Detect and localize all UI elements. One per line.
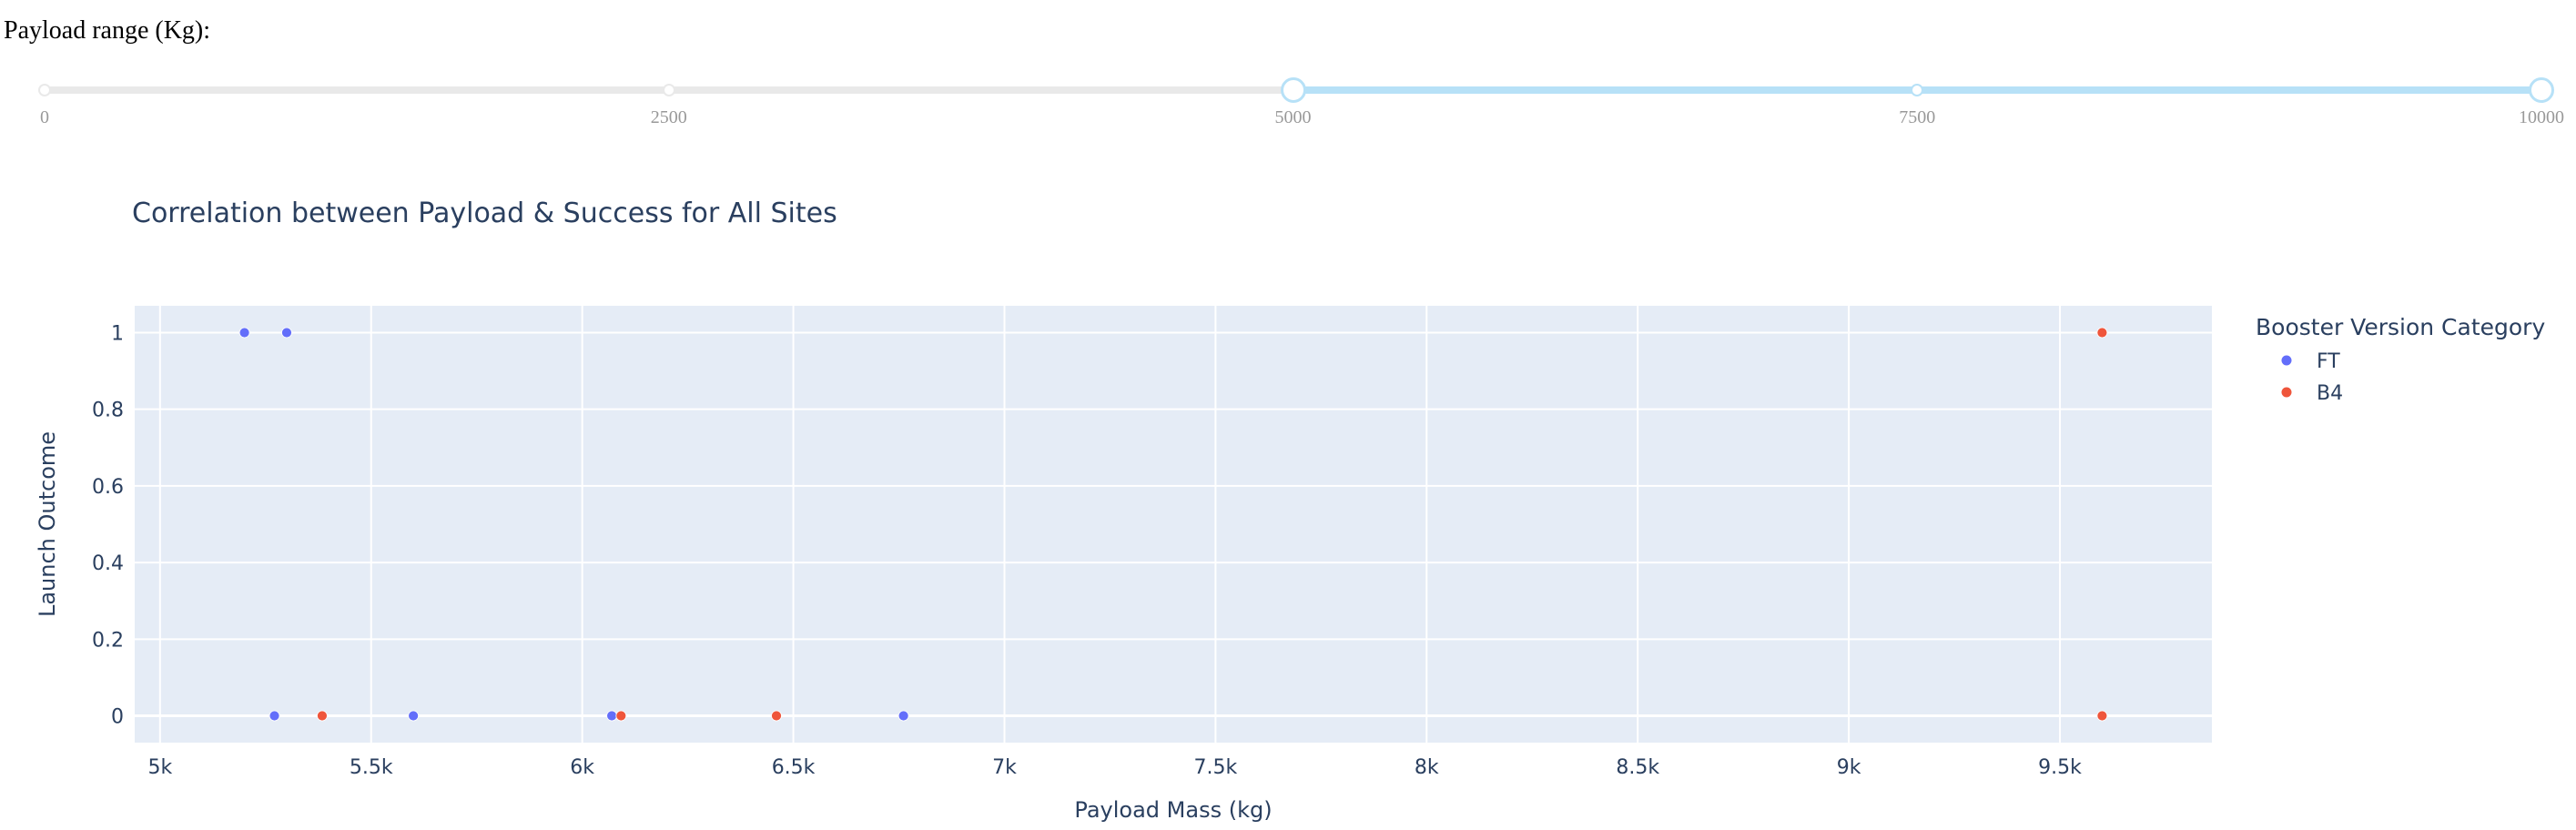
legend-label-ft: FT <box>2317 350 2340 373</box>
x-tick-label: 5.5k <box>350 756 393 779</box>
data-point-b4 <box>615 710 627 722</box>
y-axis-label: Launch Outcome <box>35 431 60 617</box>
y-tick-label: 0.8 <box>92 400 124 422</box>
slider-mark-label: 10000 <box>2519 107 2564 127</box>
x-axis-label: Payload Mass (kg) <box>1074 797 1272 823</box>
x-tick-label: 9k <box>1837 756 1861 779</box>
data-point-ft <box>238 327 250 339</box>
x-tick-label: 7.5k <box>1194 756 1238 779</box>
legend-label-b4: B4 <box>2317 382 2343 405</box>
y-tick-label: 0 <box>111 706 124 729</box>
data-point-ft <box>269 710 280 722</box>
slider-mark-label: 5000 <box>1274 107 1312 127</box>
data-point-ft <box>606 710 618 722</box>
x-tick-label: 6.5k <box>772 756 816 779</box>
slider-handle-max[interactable] <box>2529 77 2554 103</box>
legend-marker-ft <box>2281 355 2292 366</box>
y-tick-label: 1 <box>111 322 124 345</box>
data-point-b4 <box>2096 327 2108 339</box>
slider-mark-label: 7500 <box>1899 107 1936 127</box>
legend-title: Booster Version Category <box>2256 314 2545 340</box>
data-point-b4 <box>2096 710 2108 722</box>
data-point-ft <box>898 710 909 722</box>
y-tick-label: 0.4 <box>92 552 124 575</box>
payload-range-slider[interactable]: 0 2500 5000 7500 10000 <box>0 64 2576 146</box>
data-point-b4 <box>317 710 328 722</box>
slider-mark-dot[interactable] <box>662 84 675 96</box>
data-point-ft <box>281 327 292 339</box>
x-tick-label: 8k <box>1415 756 1439 779</box>
slider-handle-min[interactable] <box>1280 77 1306 103</box>
chart-title: Correlation between Payload & Success fo… <box>132 197 837 229</box>
slider-mark-label: 0 <box>40 107 49 127</box>
x-tick-label: 8.5k <box>1616 756 1659 779</box>
y-tick-label: 0.2 <box>92 629 124 652</box>
x-tick-label: 6k <box>570 756 594 779</box>
slider-mark-dot[interactable] <box>38 84 51 96</box>
data-point-ft <box>408 710 420 722</box>
x-tick-label: 9.5k <box>2038 756 2082 779</box>
x-tick-label: 5k <box>147 756 172 779</box>
slider-label: Payload range (Kg): <box>4 16 211 45</box>
data-point-b4 <box>771 710 782 722</box>
legend-marker-b4 <box>2281 387 2292 398</box>
slider-mark-dot[interactable] <box>1911 84 1924 96</box>
scatter-chart: Correlation between Payload & Success fo… <box>35 197 2545 823</box>
plot-area <box>135 306 2212 743</box>
x-tick-label: 7k <box>992 756 1017 779</box>
y-tick-label: 0.6 <box>92 476 124 499</box>
slider-mark-label: 2500 <box>650 107 687 127</box>
